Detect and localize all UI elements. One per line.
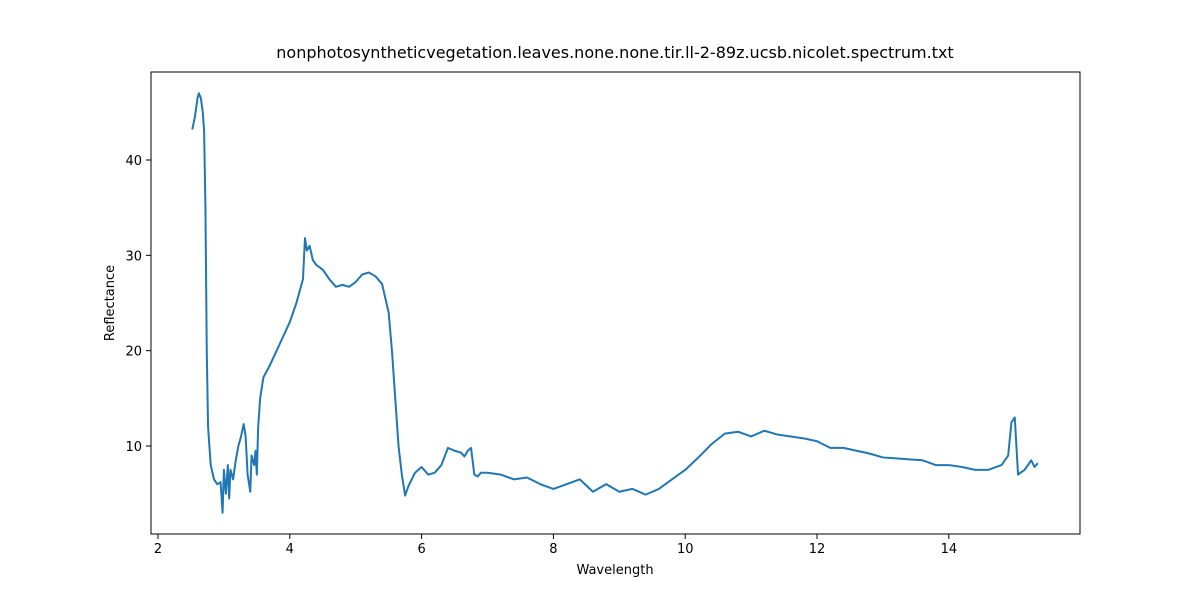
- x-tick-label: 4: [286, 542, 294, 557]
- plot-frame: [150, 71, 1081, 535]
- y-tick-label: 10: [125, 440, 142, 455]
- x-tick-label: 14: [941, 542, 958, 557]
- x-tick-label: 6: [417, 542, 425, 557]
- x-tick-label: 2: [154, 542, 162, 557]
- y-tick-label: 20: [125, 345, 142, 360]
- y-tick-label: 40: [125, 154, 142, 169]
- y-tick-label: 30: [125, 249, 142, 264]
- x-tick-label: 10: [677, 542, 694, 557]
- chart-title: nonphotosyntheticvegetation.leaves.none.…: [276, 43, 953, 62]
- x-axis-label: Wavelength: [576, 563, 653, 578]
- x-tick-label: 12: [809, 542, 826, 557]
- x-tick-label: 8: [549, 542, 557, 557]
- data-line: [191, 92, 1039, 514]
- y-axis-label: Reflectance: [103, 265, 118, 341]
